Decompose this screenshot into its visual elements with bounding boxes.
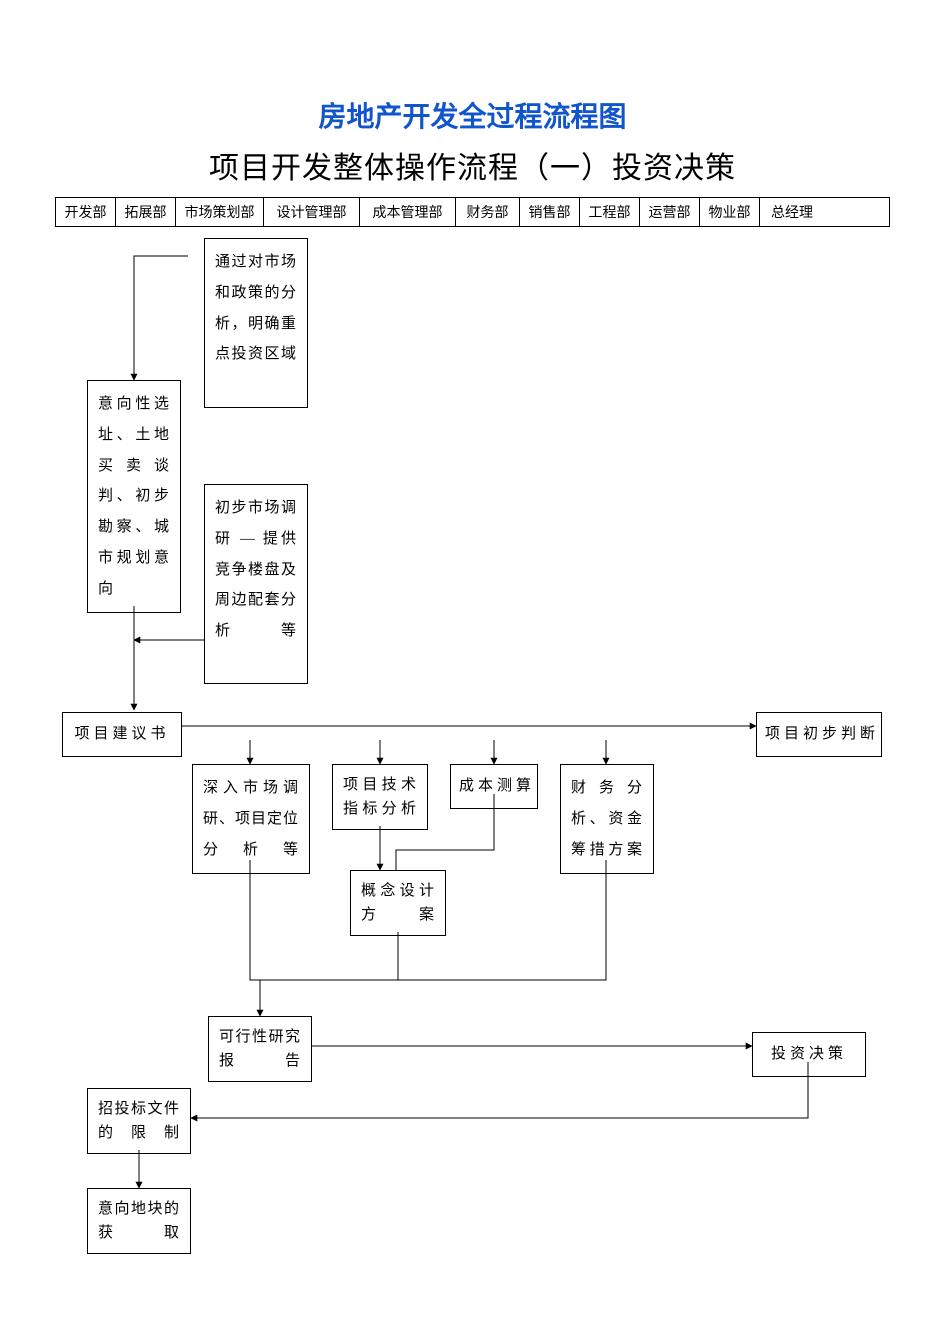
flow-node-n_pre_mkt: 初步市场调研 — 提供竞争楼盘及周边配套分析等: [204, 484, 308, 684]
flow-node-n_decision: 投资决策: [752, 1032, 866, 1077]
flow-node-n_finance: 财务分析、资金筹措方案: [560, 764, 654, 874]
flow-node-n_acquire: 意向地块的获取: [87, 1188, 191, 1254]
flow-node-n_proposal: 项目建议书: [62, 712, 182, 757]
flow-node-n_tech: 项目技术指标分析: [332, 764, 428, 830]
flowchart-nodes-layer: 通过对市场和政策的分析，明确重点投资区域意向性选址、土地买卖谈判、初步勘察、城市…: [0, 0, 945, 1337]
flow-node-n_deep_mkt: 深入市场调研、项目定位分析等: [192, 764, 310, 874]
flow-node-n_bid: 招投标文件的限制: [87, 1088, 191, 1154]
flow-node-n_prejudge: 项目初步判断: [756, 712, 882, 757]
flow-node-n_analysis: 通过对市场和政策的分析，明确重点投资区域: [204, 238, 308, 408]
flow-node-n_concept: 概念设计方案: [350, 870, 446, 936]
flow-node-n_intent: 意向性选址、土地买卖谈判、初步勘察、城市规划意向: [87, 380, 181, 613]
flow-node-n_feas: 可行性研究报告: [208, 1016, 312, 1082]
flow-node-n_cost: 成本测算: [450, 764, 538, 809]
